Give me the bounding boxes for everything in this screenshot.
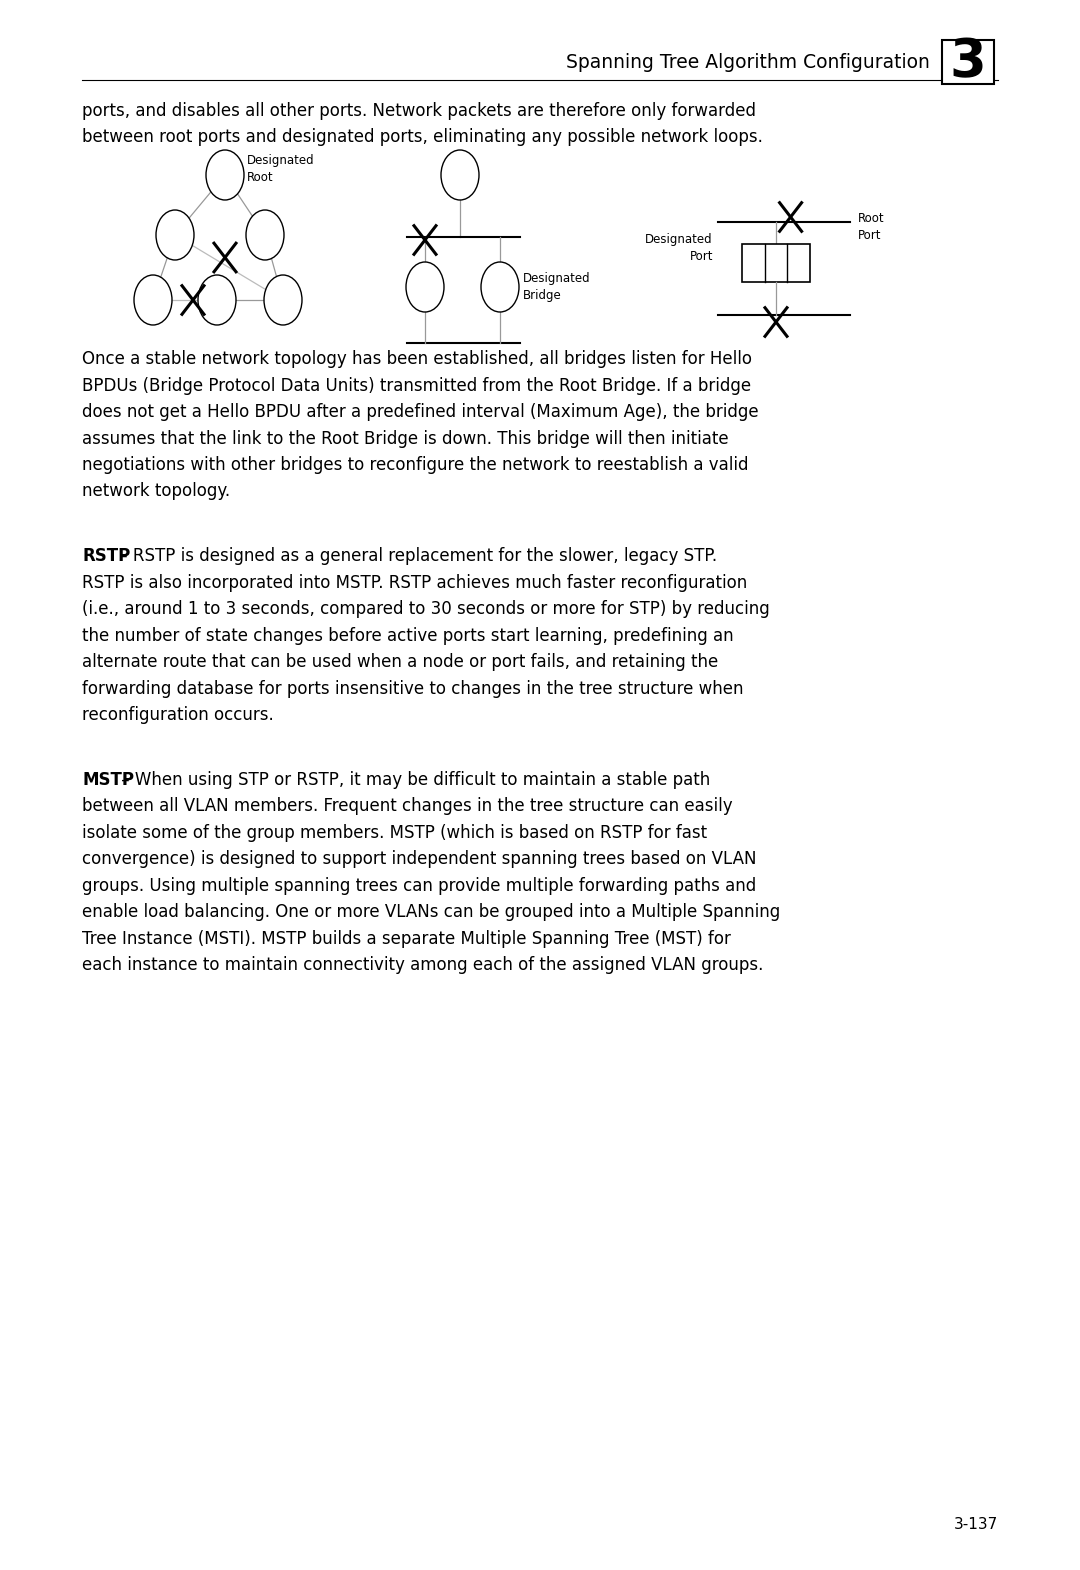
Text: alternate route that can be used when a node or port fails, and retaining the: alternate route that can be used when a …	[82, 653, 718, 670]
Text: – RSTP is designed as a general replacement for the slower, legacy STP.: – RSTP is designed as a general replacem…	[113, 546, 717, 565]
Ellipse shape	[264, 275, 302, 325]
Text: between root ports and designated ports, eliminating any possible network loops.: between root ports and designated ports,…	[82, 129, 762, 146]
Text: forwarding database for ports insensitive to changes in the tree structure when: forwarding database for ports insensitiv…	[82, 680, 743, 697]
Text: network topology.: network topology.	[82, 482, 230, 501]
Text: each instance to maintain connectivity among each of the assigned VLAN groups.: each instance to maintain connectivity a…	[82, 956, 764, 973]
Text: between all VLAN members. Frequent changes in the tree structure can easily: between all VLAN members. Frequent chang…	[82, 798, 732, 815]
Text: MSTP: MSTP	[82, 771, 134, 788]
Text: RSTP: RSTP	[82, 546, 131, 565]
Text: Designated
Root: Designated Root	[247, 154, 314, 184]
Text: groups. Using multiple spanning trees can provide multiple forwarding paths and: groups. Using multiple spanning trees ca…	[82, 876, 756, 895]
Ellipse shape	[156, 210, 194, 261]
Ellipse shape	[134, 275, 172, 325]
FancyBboxPatch shape	[942, 39, 994, 85]
Ellipse shape	[406, 262, 444, 312]
Text: 3-137: 3-137	[954, 1517, 998, 1532]
Text: 3: 3	[949, 36, 986, 88]
Text: Designated
Bridge: Designated Bridge	[523, 272, 591, 301]
Text: Spanning Tree Algorithm Configuration: Spanning Tree Algorithm Configuration	[566, 52, 930, 72]
Ellipse shape	[441, 151, 480, 199]
FancyBboxPatch shape	[742, 243, 810, 283]
Text: (i.e., around 1 to 3 seconds, compared to 30 seconds or more for STP) by reducin: (i.e., around 1 to 3 seconds, compared t…	[82, 600, 770, 619]
Text: the number of state changes before active ports start learning, predefining an: the number of state changes before activ…	[82, 626, 733, 645]
Text: Once a stable network topology has been established, all bridges listen for Hell: Once a stable network topology has been …	[82, 350, 752, 367]
Text: convergence) is designed to support independent spanning trees based on VLAN: convergence) is designed to support inde…	[82, 849, 756, 868]
Text: reconfiguration occurs.: reconfiguration occurs.	[82, 706, 273, 724]
Text: enable load balancing. One or more VLANs can be grouped into a Multiple Spanning: enable load balancing. One or more VLANs…	[82, 903, 780, 922]
Text: Tree Instance (MSTI). MSTP builds a separate Multiple Spanning Tree (MST) for: Tree Instance (MSTI). MSTP builds a sepa…	[82, 929, 731, 948]
Ellipse shape	[206, 151, 244, 199]
Ellipse shape	[198, 275, 237, 325]
Ellipse shape	[481, 262, 519, 312]
Text: ports, and disables all other ports. Network packets are therefore only forwarde: ports, and disables all other ports. Net…	[82, 102, 756, 119]
Text: assumes that the link to the Root Bridge is down. This bridge will then initiate: assumes that the link to the Root Bridge…	[82, 430, 729, 447]
Text: isolate some of the group members. MSTP (which is based on RSTP for fast: isolate some of the group members. MSTP …	[82, 824, 707, 842]
Text: Designated
Port: Designated Port	[646, 232, 713, 264]
Text: does not get a Hello BPDU after a predefined interval (Maximum Age), the bridge: does not get a Hello BPDU after a predef…	[82, 403, 758, 421]
Ellipse shape	[246, 210, 284, 261]
Text: negotiations with other bridges to reconfigure the network to reestablish a vali: negotiations with other bridges to recon…	[82, 455, 748, 474]
Text: BPDUs (Bridge Protocol Data Units) transmitted from the Root Bridge. If a bridge: BPDUs (Bridge Protocol Data Units) trans…	[82, 377, 751, 394]
Text: Root
Port: Root Port	[858, 212, 885, 242]
Text: – When using STP or RSTP, it may be difficult to maintain a stable path: – When using STP or RSTP, it may be diff…	[117, 771, 711, 788]
Text: RSTP is also incorporated into MSTP. RSTP achieves much faster reconfiguration: RSTP is also incorporated into MSTP. RST…	[82, 573, 747, 592]
